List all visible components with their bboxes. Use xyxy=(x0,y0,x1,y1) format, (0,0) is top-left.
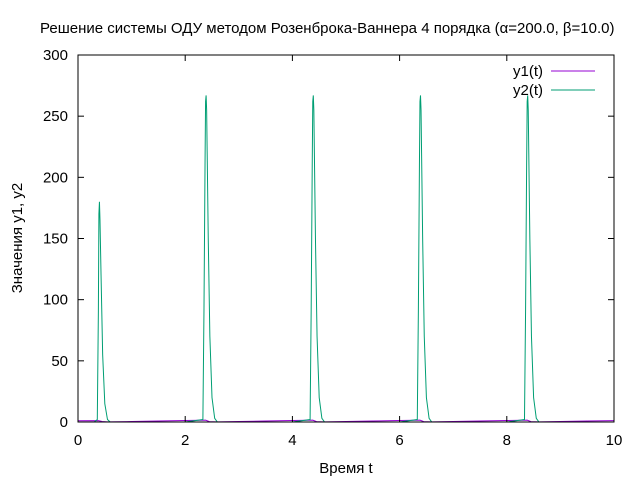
x-tick-label: 10 xyxy=(606,432,623,449)
x-axis-title: Время t xyxy=(319,460,373,477)
y-tick-label: 150 xyxy=(43,231,68,248)
x-tick-label: 6 xyxy=(395,432,403,449)
x-tick-label: 0 xyxy=(74,432,82,449)
y-tick-label: 50 xyxy=(51,353,68,370)
y-tick-label: 0 xyxy=(60,414,68,431)
y-tick-label: 250 xyxy=(43,108,68,125)
x-tick-label: 4 xyxy=(288,432,296,449)
legend-label-2: y2(t) xyxy=(513,82,543,99)
chart-title: Решение системы ОДУ методом Розенброка-В… xyxy=(40,20,615,37)
y-axis-title: Значения y1, y2 xyxy=(9,183,26,294)
series-layer xyxy=(77,95,615,423)
legend-label-1: y1(t) xyxy=(513,63,543,80)
plot-frame xyxy=(77,54,615,423)
y-tick-label: 200 xyxy=(43,169,68,186)
legend: y1(t) y2(t) xyxy=(513,63,595,99)
x-tick-label: 2 xyxy=(181,432,189,449)
y-tick-label: 300 xyxy=(43,47,68,64)
y-tick-label: 100 xyxy=(43,292,68,309)
series-line-2 xyxy=(78,95,614,423)
x-tick-label: 8 xyxy=(503,432,511,449)
